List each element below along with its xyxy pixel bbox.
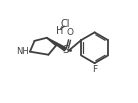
Polygon shape [47, 38, 66, 51]
Text: Cl: Cl [61, 19, 70, 29]
Text: NH: NH [16, 47, 29, 56]
Text: H: H [56, 26, 64, 36]
Text: F: F [92, 65, 97, 74]
Text: S: S [63, 45, 69, 55]
Text: O: O [67, 28, 74, 37]
